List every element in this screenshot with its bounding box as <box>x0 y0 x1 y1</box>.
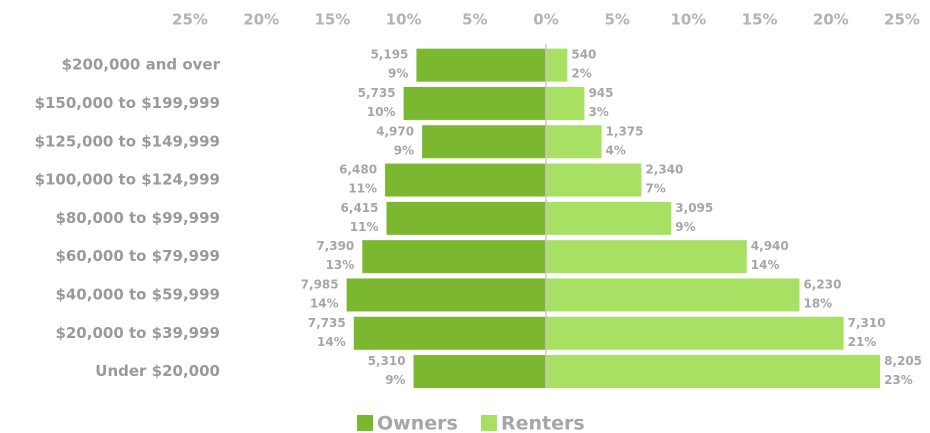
value-label: 4% <box>606 143 626 157</box>
bar <box>353 316 546 350</box>
bar <box>546 355 881 389</box>
bar <box>546 316 844 350</box>
bar <box>346 278 546 312</box>
x-tick-label: 5% <box>604 11 629 29</box>
count-label: 4,940 <box>751 239 789 253</box>
count-label: 6,230 <box>803 277 841 291</box>
category-label: $125,000 to $149,999 <box>35 132 220 150</box>
bar <box>546 278 800 312</box>
value-label: 23% <box>884 373 913 387</box>
count-label: 5,735 <box>358 86 396 100</box>
value-label: 13% <box>326 258 355 272</box>
category-label: $200,000 and over <box>62 56 221 74</box>
value-label: 21% <box>848 335 877 349</box>
x-tick-label: 10% <box>670 11 706 29</box>
count-label: 8,205 <box>884 354 922 368</box>
x-tick-label: 15% <box>314 11 350 29</box>
legend-swatch <box>357 415 373 431</box>
count-label: 6,415 <box>341 201 379 215</box>
category-label: $100,000 to $124,999 <box>35 171 220 189</box>
count-label: 7,390 <box>316 239 354 253</box>
bar <box>546 201 672 235</box>
category-label: $150,000 to $199,999 <box>35 94 220 112</box>
value-label: 18% <box>803 296 832 310</box>
count-label: 7,985 <box>301 277 339 291</box>
bar <box>422 125 546 159</box>
category-label: $40,000 to $59,999 <box>55 285 220 303</box>
value-label: 10% <box>367 105 396 119</box>
bar <box>546 240 747 274</box>
x-tick-label: 20% <box>243 11 279 29</box>
value-label: 3% <box>588 105 608 119</box>
count-label: 1,375 <box>606 124 644 138</box>
category-label: $60,000 to $79,999 <box>55 247 220 265</box>
count-label: 5,195 <box>370 48 408 62</box>
x-tick-label: 5% <box>462 11 487 29</box>
count-label: 4,970 <box>376 124 414 138</box>
count-label: 945 <box>588 86 613 100</box>
value-label: 11% <box>350 220 379 234</box>
x-tick-label: 20% <box>813 11 849 29</box>
value-label: 9% <box>394 143 414 157</box>
x-tick-label: 0% <box>533 11 558 29</box>
value-label: 2% <box>571 67 591 81</box>
bar <box>416 48 546 82</box>
bar <box>413 355 546 389</box>
bar <box>362 240 546 274</box>
category-label: $20,000 to $39,999 <box>55 324 220 342</box>
category-label: $80,000 to $99,999 <box>55 209 220 227</box>
category-label: Under $20,000 <box>95 362 220 380</box>
bar <box>386 201 546 235</box>
x-tick-label: 25% <box>172 11 208 29</box>
legend-label: Owners <box>377 413 458 433</box>
value-label: 9% <box>388 67 408 81</box>
count-label: 540 <box>571 48 596 62</box>
value-label: 9% <box>675 220 695 234</box>
legend-swatch <box>481 415 497 431</box>
legend-label: Renters <box>501 413 585 433</box>
value-label: 14% <box>310 296 339 310</box>
count-label: 6,480 <box>339 163 377 177</box>
count-label: 3,095 <box>675 201 713 215</box>
count-label: 7,735 <box>308 316 346 330</box>
value-label: 14% <box>751 258 780 272</box>
bar <box>385 163 546 197</box>
value-label: 11% <box>348 182 377 196</box>
bar <box>546 125 602 159</box>
count-label: 2,340 <box>645 163 683 177</box>
value-label: 7% <box>645 182 665 196</box>
value-label: 14% <box>317 335 346 349</box>
value-label: 9% <box>385 373 405 387</box>
x-tick-label: 10% <box>386 11 422 29</box>
bar <box>546 163 642 197</box>
x-tick-label: 25% <box>884 11 920 29</box>
bar <box>403 86 546 120</box>
bar <box>546 48 568 82</box>
count-label: 5,310 <box>368 354 406 368</box>
x-tick-label: 15% <box>742 11 778 29</box>
count-label: 7,310 <box>848 316 886 330</box>
bar <box>546 86 585 120</box>
